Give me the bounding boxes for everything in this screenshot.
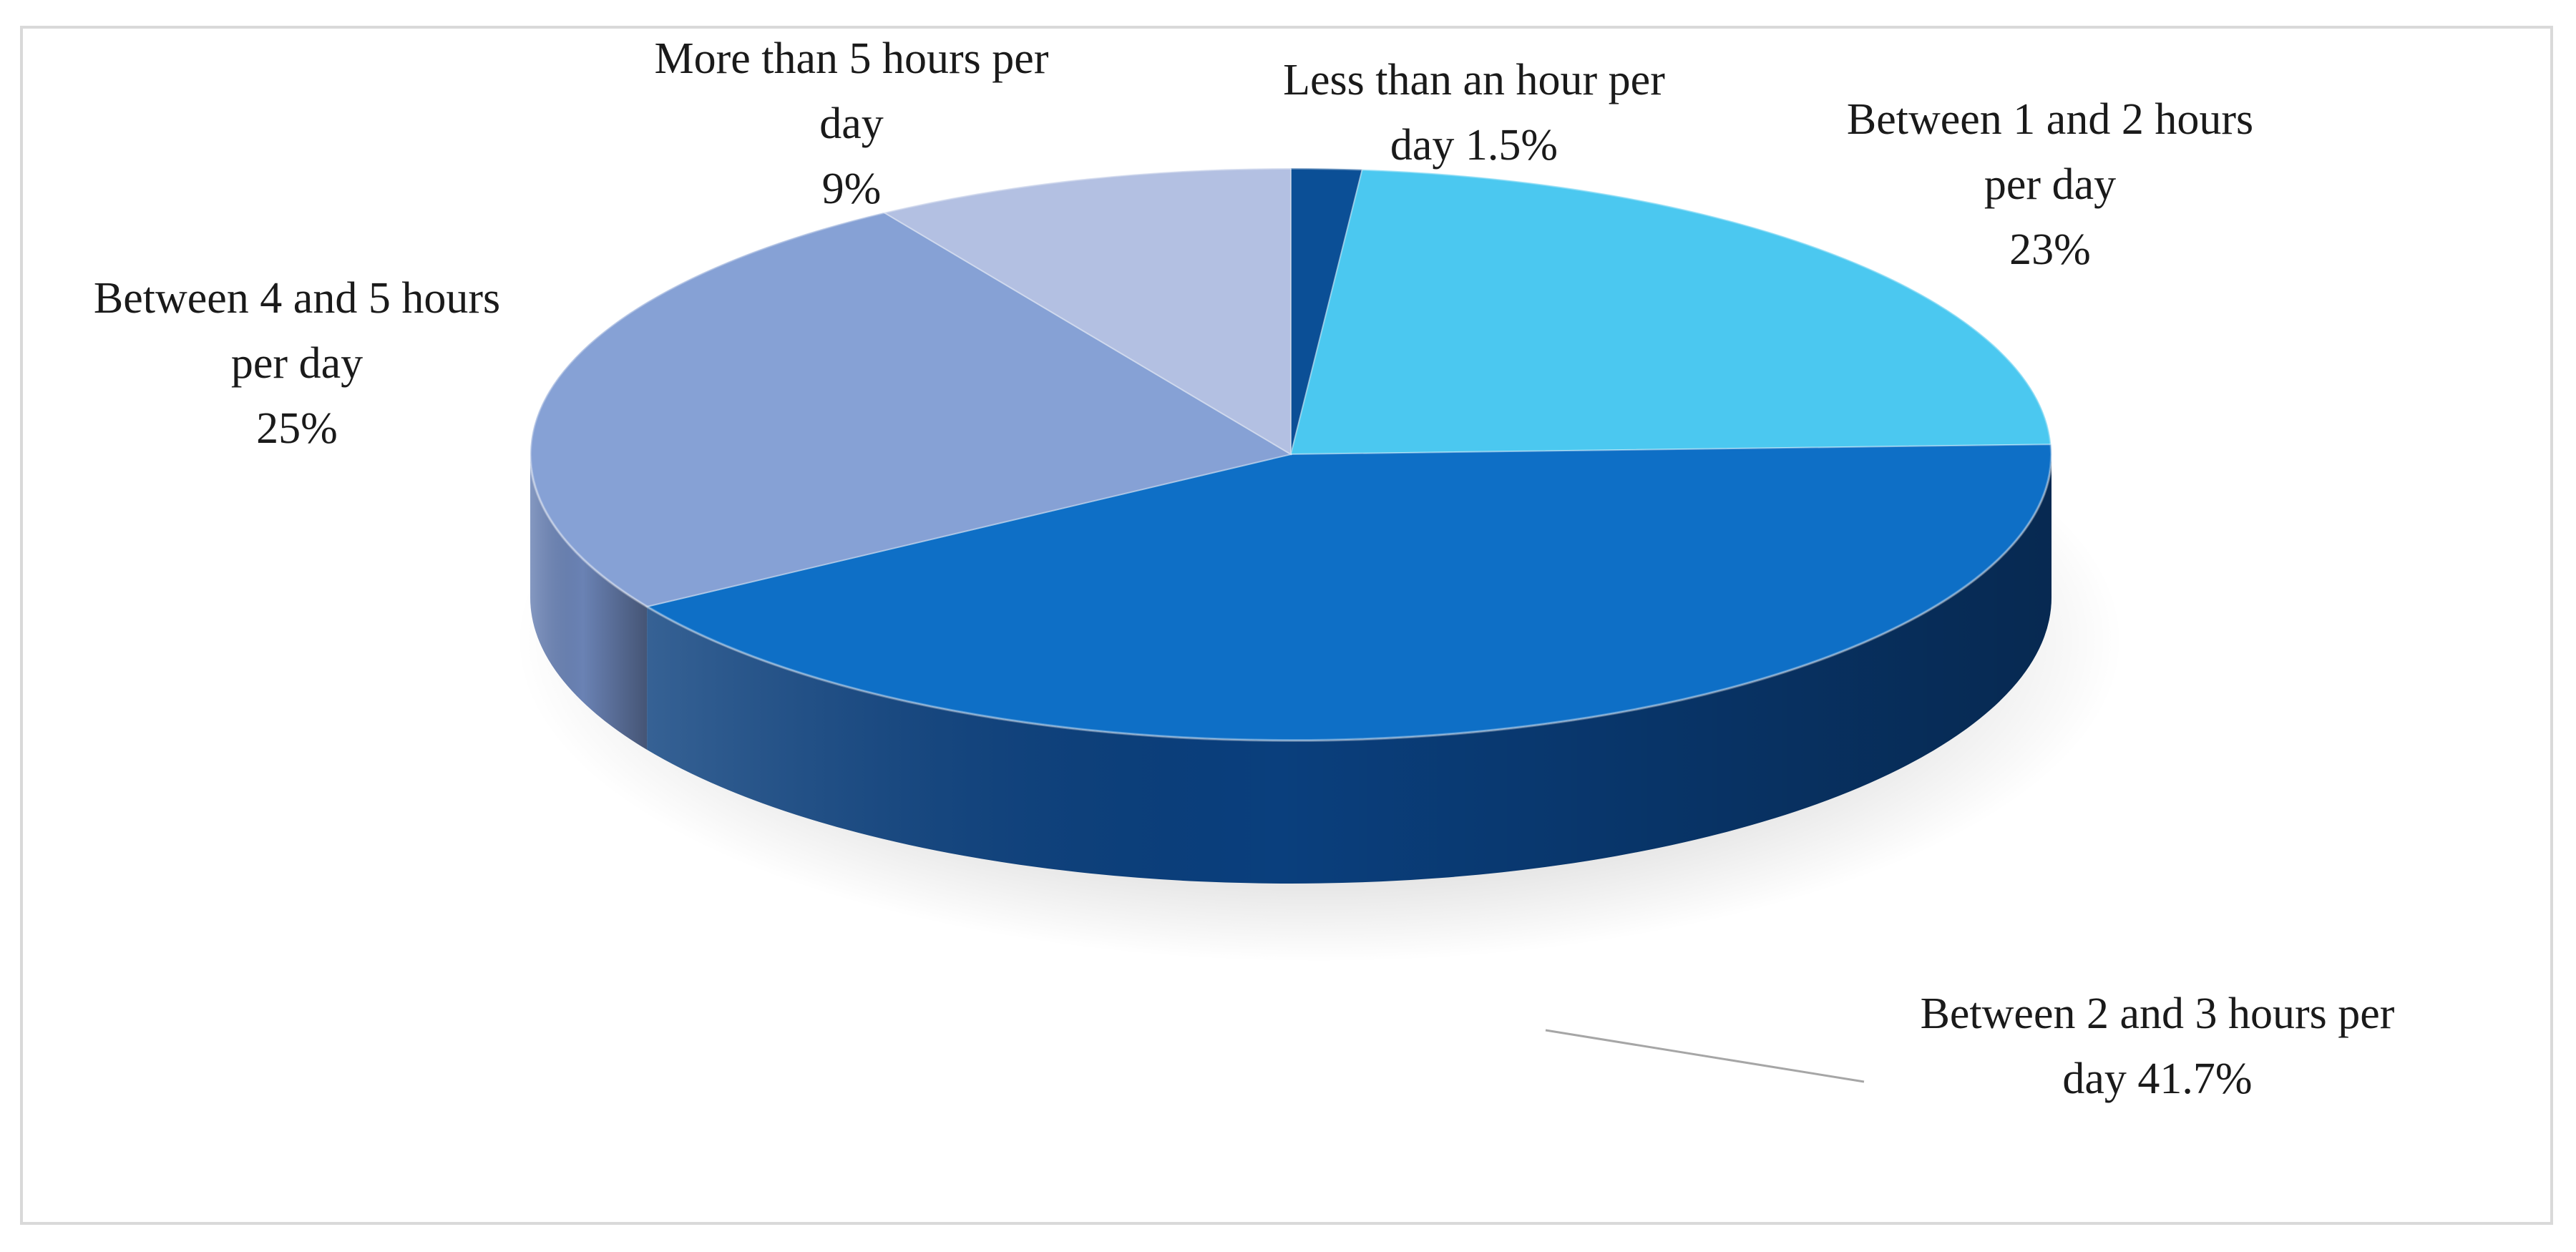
data-label-line: 9% <box>822 165 882 213</box>
slice-2 <box>645 444 2052 741</box>
data-label-line: 23% <box>2009 225 2091 274</box>
data-label-2: Between 2 and 3 hours per day 41.7% <box>1921 989 2395 1103</box>
slice-side-shade-2 <box>647 454 2051 884</box>
data-label-line: day 41.7% <box>2062 1055 2252 1103</box>
data-label-line: per day <box>231 339 363 388</box>
data-label-line: Less than an hour per <box>1283 56 1665 104</box>
data-label-line: More than 5 hours per <box>655 34 1049 83</box>
slice-1 <box>1289 168 2052 456</box>
pie-sides <box>530 454 2051 884</box>
slice-4 <box>882 167 1292 456</box>
slice-0 <box>1290 167 1364 455</box>
data-label-0: Less than an hour per day 1.5% <box>1283 56 1665 170</box>
slice-3 <box>529 211 1293 607</box>
data-label-4: More than 5 hours per day 9% <box>655 34 1049 213</box>
data-label-line: per day <box>1984 160 2116 209</box>
leader-lines <box>1545 1029 1865 1083</box>
leader-line <box>1545 1029 1865 1083</box>
data-label-line: Between 1 and 2 hours <box>1847 95 2253 144</box>
slice-side-shade-3 <box>530 454 648 750</box>
data-label-line: Between 4 and 5 hours <box>94 274 500 323</box>
data-labels: Less than an hour per day 1.5% Between 1 a… <box>94 34 2395 1103</box>
data-label-line: Between 2 and 3 hours per <box>1921 989 2395 1038</box>
data-label-3: Between 4 and 5 hours per day 25% <box>94 274 500 453</box>
data-label-line: 25% <box>256 404 338 453</box>
pie-slices <box>529 167 2053 742</box>
data-label-line: day <box>819 99 884 148</box>
data-label-line: day 1.5% <box>1390 121 1558 170</box>
pie-rim <box>529 167 2053 742</box>
data-label-1: Between 1 and 2 hours per day 23% <box>1847 95 2253 274</box>
